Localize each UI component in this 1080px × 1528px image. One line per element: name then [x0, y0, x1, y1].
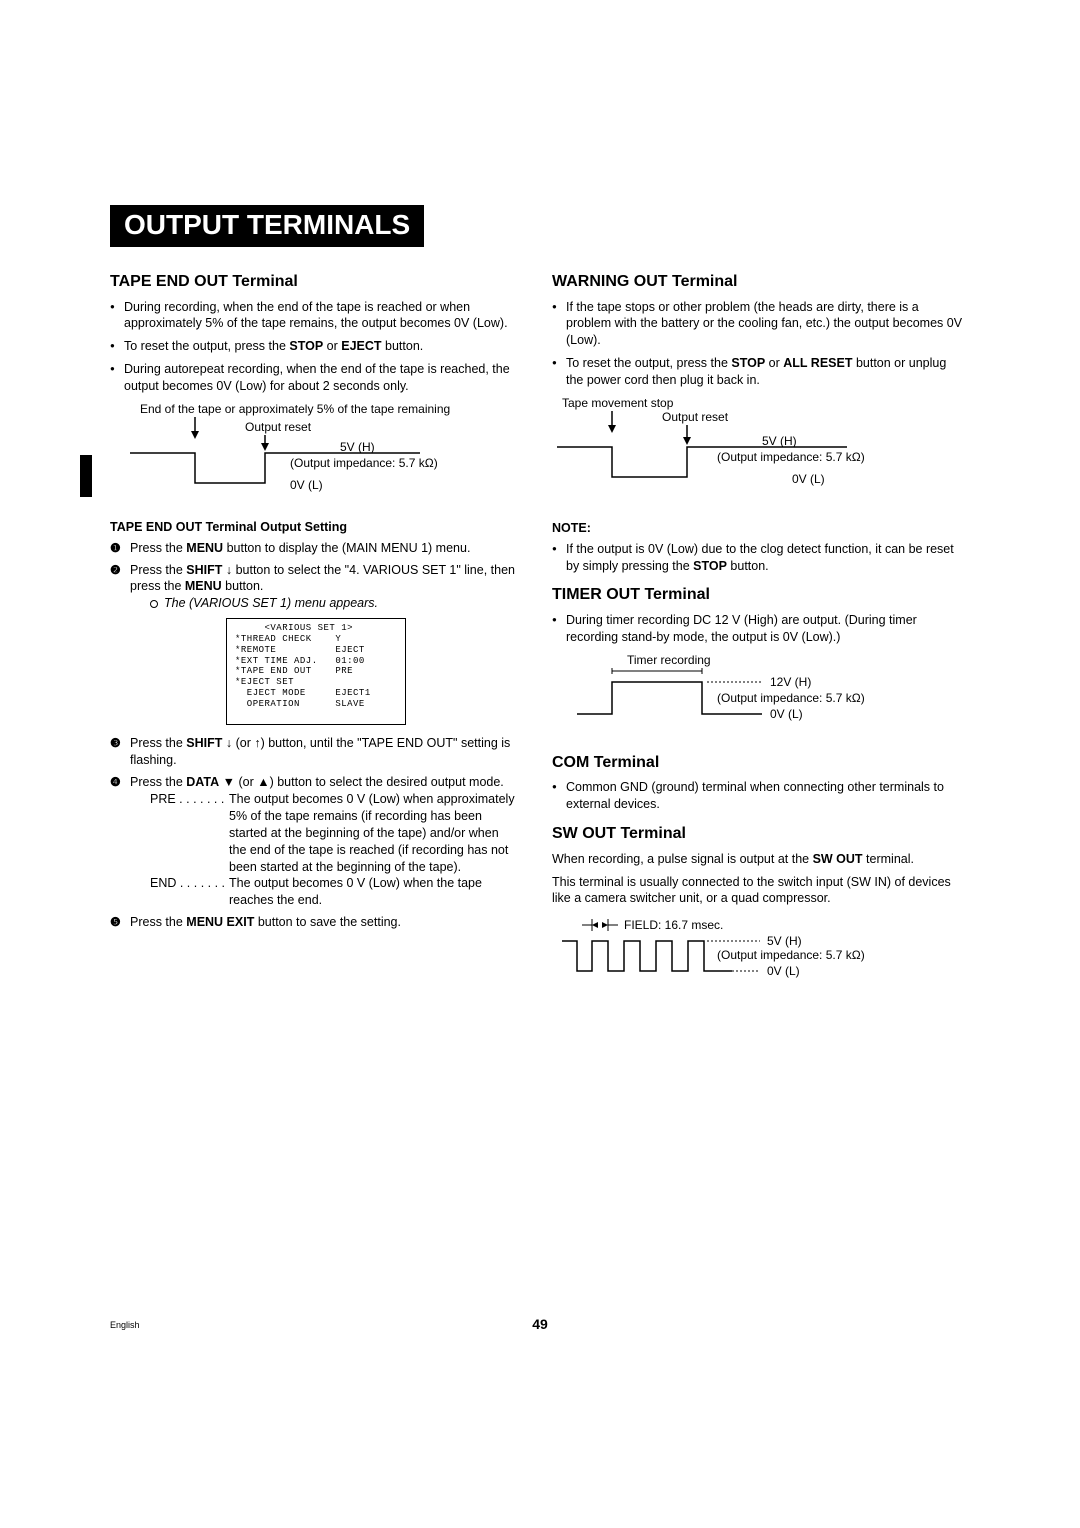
sw-out-diagram: FIELD: 16.7 msec. 5V (H) (Output impedan…: [552, 913, 964, 998]
bullet-text: During timer recording DC 12 V (High) ar…: [552, 612, 964, 646]
svg-text:Tape movement stop: Tape movement stop: [562, 396, 674, 410]
svg-text:(Output impedance: 5.7 kΩ): (Output impedance: 5.7 kΩ): [717, 691, 865, 705]
svg-text:(Output impedance: 5.7 kΩ): (Output impedance: 5.7 kΩ): [717, 450, 865, 464]
heading-tape-end: TAPE END OUT Terminal: [110, 271, 522, 293]
subheading-setting: TAPE END OUT Terminal Output Setting: [110, 519, 522, 536]
step-4: ❹ Press the DATA ▼ (or ▲) button to sele…: [110, 774, 522, 909]
svg-text:Output reset: Output reset: [662, 410, 729, 424]
page-content: OUTPUT TERMINALS TAPE END OUT Terminal D…: [110, 205, 965, 1006]
section-banner: OUTPUT TERMINALS: [110, 205, 424, 247]
bullet-text: To reset the output, press the STOP or E…: [110, 338, 522, 355]
svg-text:End of the tape or approximate: End of the tape or approximately 5% of t…: [140, 402, 450, 416]
heading-timer: TIMER OUT Terminal: [552, 584, 964, 606]
page-side-tab: [80, 455, 92, 497]
note-text: If the output is 0V (Low) due to the clo…: [552, 541, 964, 575]
note-label: NOTE:: [552, 520, 964, 537]
bullet-text: During autorepeat recording, when the en…: [110, 361, 522, 395]
heading-sw-out: SW OUT Terminal: [552, 823, 964, 845]
paragraph: When recording, a pulse signal is output…: [552, 851, 964, 868]
svg-text:5V (H): 5V (H): [762, 434, 797, 448]
svg-text:(Output impedance: 5.7 kΩ): (Output impedance: 5.7 kΩ): [290, 456, 438, 470]
step-5: ❺ Press the MENU EXIT button to save the…: [110, 914, 522, 931]
step-2: ❷ Press the SHIFT ↓ button to select the…: [110, 562, 522, 613]
heading-warning: WARNING OUT Terminal: [552, 271, 964, 293]
svg-text:(Output impedance: 5.7 kΩ): (Output impedance: 5.7 kΩ): [717, 948, 865, 962]
timer-diagram: Timer recording 12V (H) (Output impedanc…: [552, 652, 964, 742]
step-3: ❸ Press the SHIFT ↓ (or ↑) button, until…: [110, 735, 522, 769]
svg-text:0V (L): 0V (L): [770, 707, 803, 721]
svg-text:Timer recording: Timer recording: [627, 653, 711, 667]
step-1: ❶ Press the MENU button to display the (…: [110, 540, 522, 557]
svg-text:12V (H): 12V (H): [770, 675, 811, 689]
right-column: WARNING OUT Terminal If the tape stops o…: [552, 261, 964, 1006]
bullet-text: If the tape stops or other problem (the …: [552, 299, 964, 350]
menu-screenshot: <VARIOUS SET 1> *THREAD CHECK Y *REMOTE …: [226, 618, 406, 725]
svg-text:Output reset: Output reset: [245, 420, 312, 434]
left-column: TAPE END OUT Terminal During recording, …: [110, 261, 522, 1006]
bullet-text: To reset the output, press the STOP or A…: [552, 355, 964, 389]
svg-text:0V (L): 0V (L): [290, 478, 323, 492]
paragraph: This terminal is usually connected to th…: [552, 874, 964, 908]
footer-page-number: 49: [0, 1316, 1080, 1332]
bullet-text: Common GND (ground) terminal when connec…: [552, 779, 964, 813]
bullet-text: During recording, when the end of the ta…: [110, 299, 522, 333]
svg-text:0V (L): 0V (L): [767, 964, 800, 978]
svg-text:5V (H): 5V (H): [340, 440, 375, 454]
heading-com: COM Terminal: [552, 752, 964, 774]
svg-text:FIELD: 16.7 msec.: FIELD: 16.7 msec.: [624, 918, 723, 932]
svg-text:5V (H): 5V (H): [767, 934, 802, 948]
svg-text:0V (L): 0V (L): [792, 472, 825, 486]
warning-diagram: Tape movement stop Output reset 5V (H) (…: [552, 395, 964, 510]
tape-end-diagram: End of the tape or approximately 5% of t…: [110, 401, 522, 511]
